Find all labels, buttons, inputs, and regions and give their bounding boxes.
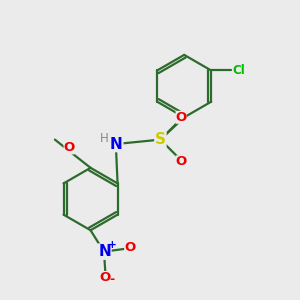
Text: N: N xyxy=(98,244,111,259)
Text: N: N xyxy=(110,136,123,152)
Text: O: O xyxy=(176,155,187,168)
Text: S: S xyxy=(155,132,166,147)
Text: O: O xyxy=(176,111,187,124)
Text: Cl: Cl xyxy=(232,64,245,77)
Text: H: H xyxy=(100,132,109,145)
Text: O: O xyxy=(124,241,135,254)
Text: -: - xyxy=(110,273,115,286)
Text: O: O xyxy=(100,271,111,284)
Text: O: O xyxy=(64,141,75,154)
Text: +: + xyxy=(108,240,117,250)
